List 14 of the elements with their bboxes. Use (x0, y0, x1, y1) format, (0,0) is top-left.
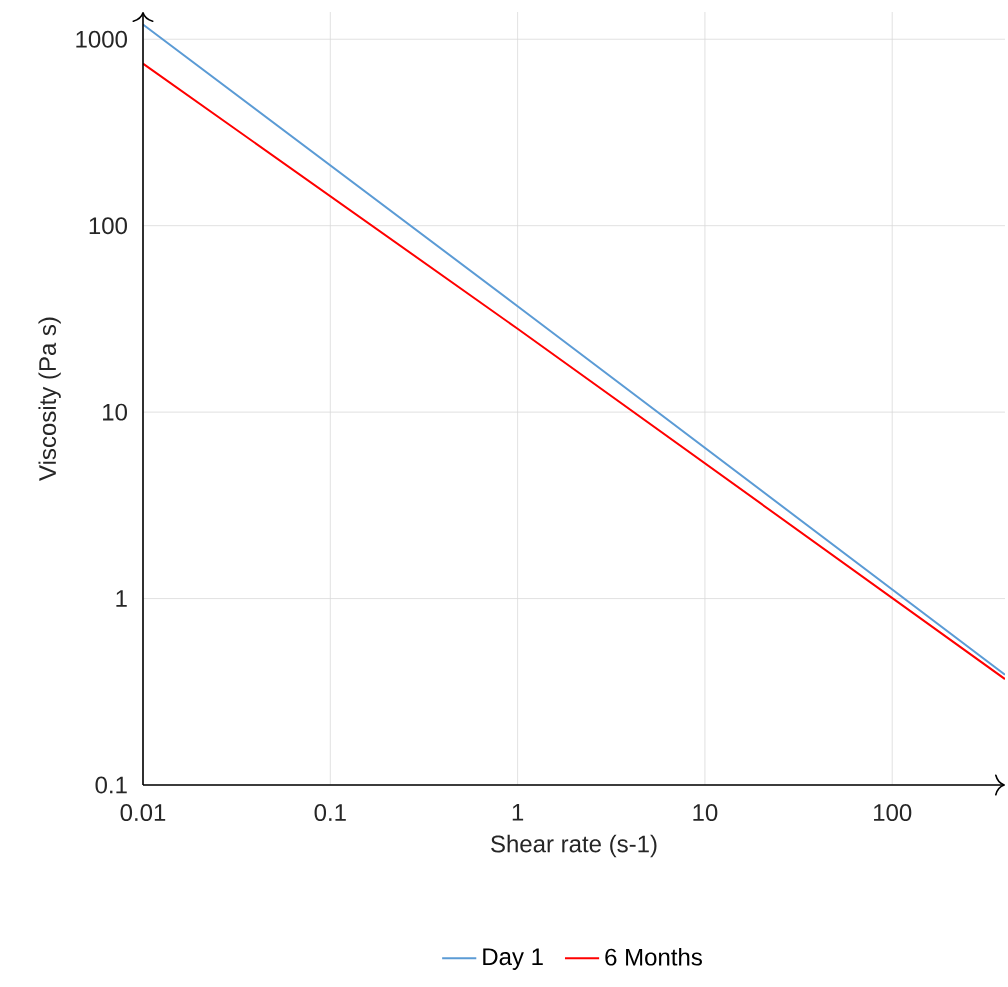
y-tick-label: 100 (89, 217, 127, 235)
y-tick-label: 0.1 (95, 776, 127, 794)
x-tick-label: 1 (512, 804, 524, 821)
y-tick-label: 1000 (76, 30, 127, 48)
y-tick-label: 10 (103, 403, 127, 421)
legend-label: Day 1 (483, 948, 543, 970)
x-tick-label: 10 (693, 804, 718, 822)
y-axis-title: Viscosity (Pa s) (38, 317, 61, 481)
legend-label: 6 Months (605, 948, 702, 966)
x-tick-label: 100 (874, 804, 912, 822)
y-tick-label: 1 (116, 590, 127, 607)
x-axis-title: Shear rate (s-1) (491, 834, 657, 858)
x-tick-label: 0.1 (314, 804, 346, 822)
x-tick-label: 0.01 (120, 804, 166, 822)
